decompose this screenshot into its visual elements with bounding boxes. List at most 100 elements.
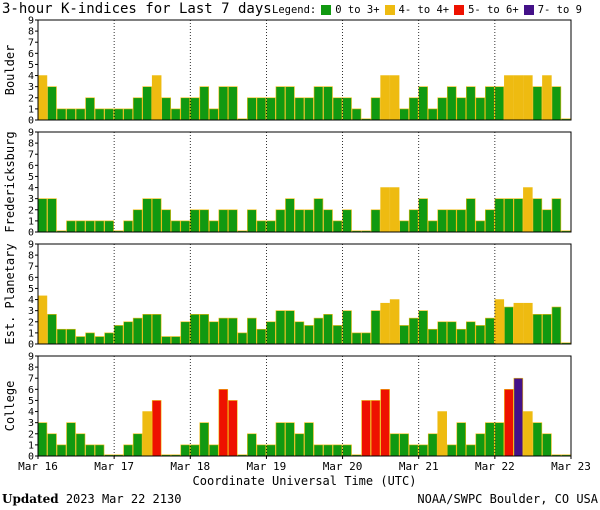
bar-fredericksburg — [342, 209, 352, 233]
y-tick-label: 9 — [28, 352, 34, 363]
bar-college — [294, 433, 305, 457]
bar-est-planetary — [180, 321, 190, 345]
bar-boulder — [389, 75, 400, 121]
x-tick-label: Mar 22 — [475, 460, 515, 473]
bar-boulder — [456, 97, 467, 121]
bar-fredericksburg — [465, 198, 476, 233]
bar-boulder — [542, 75, 552, 121]
bar-boulder — [47, 86, 57, 121]
y-tick-label: 3 — [28, 194, 34, 205]
bar-est-planetary — [94, 336, 105, 345]
bar-boulder — [94, 108, 105, 121]
bar-college — [218, 389, 229, 457]
bar-fredericksburg — [399, 220, 409, 233]
bar-boulder — [85, 97, 95, 121]
bar-fredericksburg — [199, 209, 210, 233]
bar-boulder — [332, 97, 343, 121]
x-tick-label: Mar 20 — [323, 460, 363, 473]
bar-est-planetary — [446, 321, 457, 345]
bar-college — [85, 444, 95, 457]
bar-boulder — [408, 97, 419, 121]
y-tick-label: 7 — [28, 262, 34, 273]
bar-fredericksburg — [294, 209, 305, 233]
bar-est-planetary — [247, 317, 257, 345]
bar-est-planetary — [209, 321, 219, 345]
legend-label: Legend: — [272, 4, 317, 16]
bar-college — [256, 444, 267, 457]
bar-fredericksburg — [85, 220, 95, 233]
bar-fredericksburg — [132, 209, 143, 233]
bar-est-planetary — [323, 314, 333, 345]
bar-college — [332, 444, 343, 457]
legend-swatch-green — [321, 5, 332, 15]
bar-est-planetary — [228, 317, 238, 345]
bar-fredericksburg — [504, 198, 514, 233]
bar-fredericksburg — [427, 220, 438, 233]
bar-est-planetary — [256, 328, 267, 345]
y-tick-label: 7 — [28, 150, 34, 161]
bar-fredericksburg — [370, 209, 381, 233]
bar-boulder — [399, 108, 409, 121]
bar-college — [189, 444, 200, 457]
bar-boulder — [113, 108, 124, 121]
y-tick-label: 7 — [28, 38, 34, 49]
y-tick-label: 2 — [28, 317, 34, 328]
panel-frame-boulder — [37, 19, 572, 121]
bar-est-planetary — [37, 295, 48, 345]
bar-boulder — [275, 86, 286, 121]
bar-est-planetary — [132, 317, 143, 345]
y-tick-label: 5 — [28, 396, 34, 407]
bar-est-planetary — [199, 314, 210, 345]
x-axis-label: Coordinate Universal Time (UTC) — [193, 474, 417, 488]
bar-est-planetary — [161, 336, 171, 345]
bar-boulder — [551, 86, 562, 121]
bar-est-planetary — [56, 328, 67, 345]
bar-boulder — [189, 97, 200, 121]
bar-fredericksburg — [313, 198, 324, 233]
bar-est-planetary — [66, 328, 76, 345]
bar-fredericksburg — [161, 209, 171, 233]
bar-college — [494, 422, 505, 457]
bar-boulder — [313, 86, 324, 121]
y-tick-label: 8 — [28, 363, 34, 374]
bar-fredericksburg — [37, 198, 48, 233]
bar-est-planetary — [294, 321, 305, 345]
legend-item-4-to-4: 4- to 4+ — [384, 4, 449, 16]
bar-est-planetary — [342, 310, 352, 345]
legend-swatch-yellow — [384, 5, 395, 15]
bar-est-planetary — [123, 321, 133, 345]
x-tick-label: Mar 18 — [170, 460, 210, 473]
bar-boulder — [123, 108, 133, 121]
bar-college — [304, 422, 314, 457]
legend-swatch-red — [454, 5, 465, 15]
bar-fredericksburg — [485, 209, 495, 233]
y-tick-label: 2 — [28, 93, 34, 104]
updated-label: Updated — [2, 492, 59, 506]
bar-boulder — [523, 75, 533, 121]
bar-college — [142, 411, 152, 457]
y-tick-label: 5 — [28, 60, 34, 71]
legend-item-label: 5- to 6+ — [468, 4, 519, 16]
bar-est-planetary — [75, 336, 86, 345]
x-tick-label: Mar 16 — [18, 460, 58, 473]
bar-fredericksburg — [551, 198, 562, 233]
bar-boulder — [228, 86, 238, 121]
bar-boulder — [266, 97, 276, 121]
bar-college — [380, 389, 390, 457]
bar-fredericksburg — [151, 198, 162, 233]
bar-boulder — [285, 86, 295, 121]
bar-college — [209, 444, 219, 457]
bar-fredericksburg — [66, 220, 76, 233]
bar-fredericksburg — [380, 187, 390, 233]
y-tick-label: 4 — [28, 295, 34, 306]
bar-boulder — [437, 97, 447, 121]
chart-title: 3-hour K-indices for Last 7 days — [2, 1, 272, 17]
bar-fredericksburg — [532, 198, 543, 233]
bar-boulder — [494, 86, 505, 121]
bar-fredericksburg — [475, 220, 486, 233]
bar-college — [513, 377, 524, 457]
bar-college — [446, 444, 457, 457]
bar-boulder — [104, 108, 114, 121]
bar-boulder — [75, 108, 86, 121]
